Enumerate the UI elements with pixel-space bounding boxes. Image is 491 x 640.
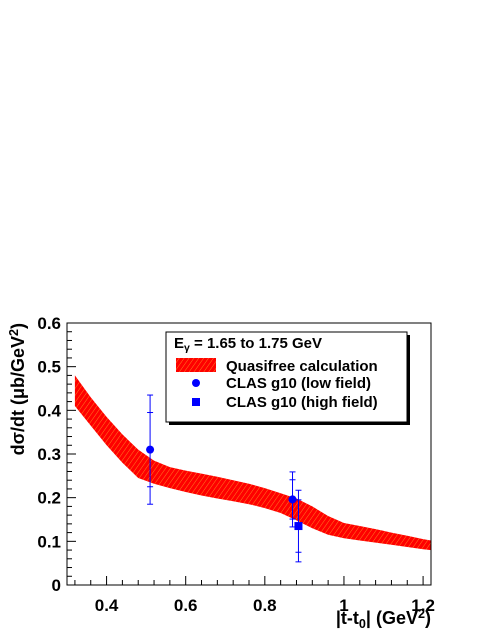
x-axis-label-part: |t-t <box>336 608 359 628</box>
x-tick-label: 1.2 <box>411 596 435 615</box>
legend-box <box>165 331 408 423</box>
y-axis-label-part: 2 <box>7 329 21 336</box>
x-axis-label: |t-t0| (GeV2) <box>336 607 431 631</box>
legend-header-part: = 1.65 to 1.75 GeV <box>190 335 322 352</box>
legend-series-label: CLAS g10 (high field) <box>226 394 378 411</box>
x-axis-label-part: 2 <box>418 607 425 621</box>
y-axis-label: dσ/dt (μb/GeV2) <box>7 323 28 455</box>
data-point-low-field <box>146 445 155 454</box>
y-tick-label: 0.3 <box>37 445 61 464</box>
y-tick-label: 0 <box>52 576 61 595</box>
y-axis-label-part: ) <box>8 323 28 329</box>
y-axis-label-part: dσ/dt (μb/GeV <box>8 336 28 455</box>
data-point-low-field <box>288 495 297 504</box>
y-tick-label: 0.6 <box>37 314 61 333</box>
data-point-high-field <box>294 522 303 531</box>
y-tick-label: 0.5 <box>37 358 61 377</box>
legend-series-label: CLAS g10 (low field) <box>226 375 371 392</box>
legend-header-part: E <box>174 335 184 352</box>
x-tick-label: 0.4 <box>95 596 119 615</box>
y-tick-label: 0.1 <box>37 532 61 551</box>
x-tick-label: 0.6 <box>174 596 198 615</box>
x-tick-label: 1 <box>339 596 348 615</box>
y-tick-label: 0.2 <box>37 489 61 508</box>
quasifree-band <box>74 375 432 551</box>
x-axis-label-part: | (GeV <box>366 608 418 628</box>
legend-header-part: γ <box>184 342 190 354</box>
legend-band-label: Quasifree calculation <box>226 358 378 375</box>
legend-header: Eγ = 1.65 to 1.75 GeV <box>174 335 322 354</box>
x-axis-label-part: 0 <box>359 617 366 631</box>
legend-circle-marker <box>192 379 200 387</box>
legend-band-swatch <box>176 358 216 372</box>
legend-square-marker <box>192 398 200 406</box>
x-axis-label-part: ) <box>425 608 431 628</box>
x-tick-label: 0.8 <box>253 596 277 615</box>
y-tick-label: 0.4 <box>37 401 61 420</box>
